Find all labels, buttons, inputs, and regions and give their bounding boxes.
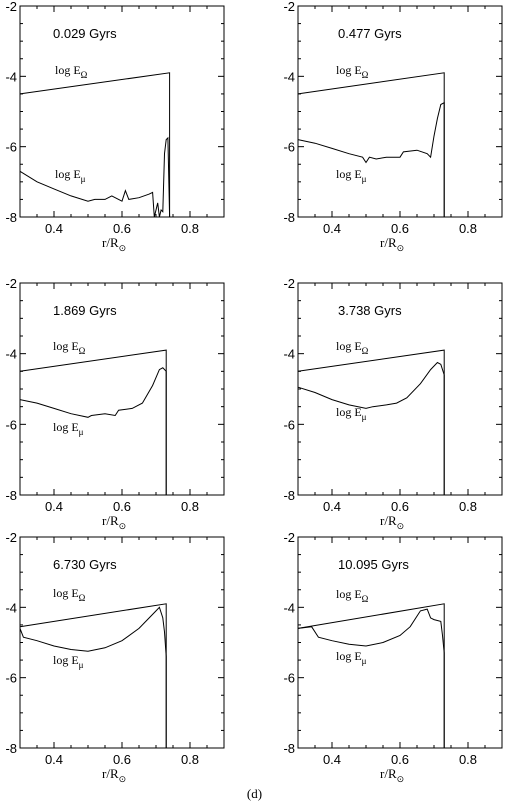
panel-2: 0.477 Gyrs -2 -4 -6 -8 0.4 0.6 0.8 r/R⊙ log EΩ log…	[283, 0, 503, 253]
panel-3-ytick-label: -4	[5, 347, 17, 362]
panel-4-xtick-label: 0.6	[391, 499, 409, 514]
panel-3-series-mu-line	[19, 367, 167, 495]
panel-4-series-omega-line	[297, 349, 445, 495]
panel-1-mu-label: log Eμ	[55, 167, 86, 184]
panel-6-age-label: 10.095 Gyrs	[338, 557, 409, 572]
panel-3-ytick-label: -8	[5, 488, 17, 503]
panel-4-xtick-label: 0.4	[323, 499, 341, 514]
panel-1-ytick-label: -6	[5, 140, 17, 155]
panel-1-xtick-label: 0.6	[113, 221, 131, 236]
panel-1-age-label: 0.029 Gyrs	[53, 26, 117, 41]
panel-2-ytick-label: -2	[283, 0, 295, 14]
panel-2-ytick-label: -4	[283, 69, 295, 84]
panel-3-age-label: 1.869 Gyrs	[53, 303, 117, 318]
panel-5-xtick-label: 0.8	[181, 752, 199, 767]
panel-2-xtick-label: 0.4	[323, 221, 341, 236]
panel-6-series-omega-line	[297, 603, 445, 748]
panel-1-series-omega-line	[19, 72, 171, 217]
panel-6-ytick-label: -8	[283, 741, 295, 756]
panel-3-ytick-label: -2	[5, 276, 17, 291]
panel-3-frame	[19, 282, 225, 496]
panel-5-frame	[19, 536, 225, 749]
panel-1-xtick-label: 0.8	[181, 221, 199, 236]
panel-5-xtick-label: 0.4	[45, 752, 63, 767]
panel-2-omega-label: log EΩ	[336, 63, 369, 80]
panel-6-xtick-label: 0.8	[459, 752, 477, 767]
panel-5-ytick-label: -6	[5, 671, 17, 686]
panel-6-mu-label: log Eμ	[336, 649, 367, 666]
panel-2-ytick-label: -8	[283, 210, 295, 225]
panel-6-omega-label: log EΩ	[336, 587, 369, 604]
panel-3-mu-label: log Eμ	[53, 420, 84, 437]
panel-1-ytick-label: -2	[5, 0, 17, 14]
panel-2-mu-label: log Eμ	[336, 167, 367, 184]
panel-1-frame	[19, 5, 225, 218]
panel-2-series-mu-line	[297, 101, 445, 217]
panel-4: 3.738 Gyrs -2 -4 -6 -8 0.4 0.6 0.8 r/R⊙ log EΩ log…	[283, 276, 503, 531]
panel-3-ytick-label: -6	[5, 417, 17, 432]
panel-2-ytick-label: -6	[283, 140, 295, 155]
panel-5-ytick-label: -8	[5, 741, 17, 756]
panel-5-omega-label: log EΩ	[53, 586, 86, 603]
panel-6-xtick-label: 0.6	[391, 752, 409, 767]
panel-5-series-mu-line	[19, 606, 167, 748]
panel-3-xtick-label: 0.6	[113, 499, 131, 514]
panel-2-age-label: 0.477 Gyrs	[338, 26, 402, 41]
figure-caption: (d)	[246, 786, 263, 801]
panel-5-mu-label: log Eμ	[53, 653, 84, 670]
panel-5-age-label: 6.730 Gyrs	[53, 557, 117, 572]
panel-1-series-mu-line	[19, 136, 171, 218]
panel-3-xtick-label: 0.8	[181, 499, 199, 514]
panel-6: 10.095 Gyrs -2 -4 -6 -8 0.4 0.6 0.8 r/R⊙ log EΩ lo…	[283, 530, 503, 784]
panel-1-ytick-label: -8	[5, 210, 17, 225]
panel-4-xtick-label: 0.8	[459, 499, 477, 514]
panel-1-ytick-label: -4	[5, 69, 17, 84]
panel-2-xtick-label: 0.6	[391, 221, 409, 236]
panel-6-ytick-label: -2	[283, 530, 295, 545]
panel-4-ytick-label: -2	[283, 276, 295, 291]
panel-6-series-mu-line	[297, 608, 445, 748]
panel-6-ytick-label: -4	[283, 600, 295, 615]
panel-6-xtick-label: 0.4	[323, 752, 341, 767]
panel-5-xaxis-label: r/R⊙	[102, 766, 126, 784]
panel-4-omega-label: log EΩ	[336, 339, 369, 356]
panel-6-ytick-label: -6	[283, 671, 295, 686]
panel-3-omega-label: log EΩ	[53, 339, 86, 356]
panel-1-xaxis-label: r/R⊙	[102, 235, 126, 253]
panel-4-age-label: 3.738 Gyrs	[338, 303, 402, 318]
panel-3-xaxis-label: r/R⊙	[102, 513, 126, 531]
panel-1-omega-label: log EΩ	[55, 63, 88, 80]
panel-3-xtick-label: 0.4	[45, 499, 63, 514]
panel-3: 1.869 Gyrs -2 -4 -6 -8 0.4 0.6 0.8 r/R⊙ log EΩ log…	[5, 276, 225, 531]
panel-5-series-omega-line	[19, 603, 167, 748]
panel-4-ytick-label: -4	[283, 347, 295, 362]
panel-4-xaxis-label: r/R⊙	[380, 513, 404, 531]
panel-4-ytick-label: -8	[283, 488, 295, 503]
panel-5: 6.730 Gyrs -2 -4 -6 -8 0.4 0.6 0.8 r/R⊙ log EΩ log…	[5, 530, 225, 784]
panel-2-xtick-label: 0.8	[459, 221, 477, 236]
panel-2-xaxis-label: r/R⊙	[380, 235, 404, 253]
panel-1: 0.029 Gyrs -2 -4 -6 -8 0.4 0.6 0.8 r/R⊙ log EΩ log…	[5, 0, 225, 253]
panel-1-xtick-label: 0.4	[45, 221, 63, 236]
panel-5-ytick-label: -4	[5, 600, 17, 615]
panel-4-ytick-label: -6	[283, 417, 295, 432]
panel-5-ytick-label: -2	[5, 530, 17, 545]
panel-6-xaxis-label: r/R⊙	[380, 766, 404, 784]
panel-3-series-omega-line	[19, 349, 167, 495]
panel-4-series-mu-line	[297, 361, 445, 495]
panel-5-xtick-label: 0.6	[113, 752, 131, 767]
panel-4-mu-label: log Eμ	[336, 405, 367, 422]
